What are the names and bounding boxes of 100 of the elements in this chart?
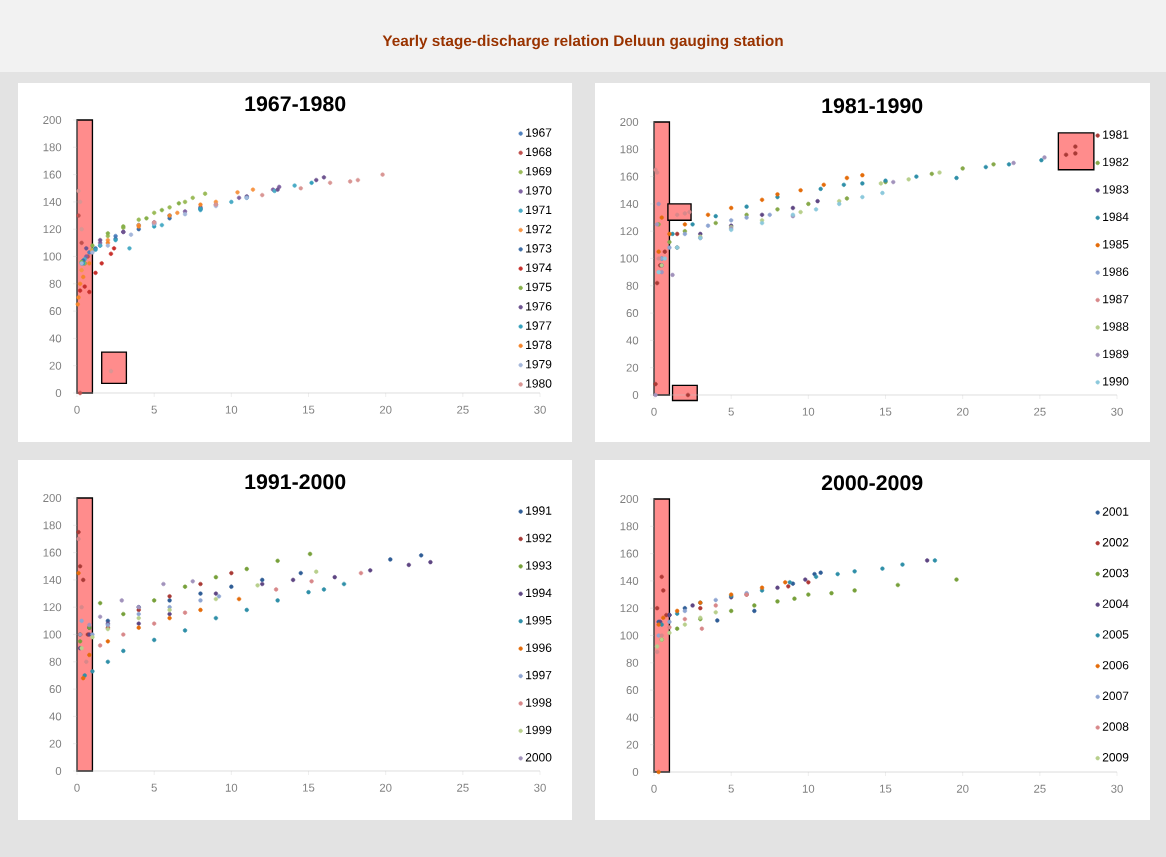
legend-label: 1979 bbox=[526, 359, 552, 369]
legend-label: 2007 bbox=[1102, 691, 1129, 701]
legend-label: 2002 bbox=[1102, 538, 1129, 547]
y-tick-label: 160 bbox=[620, 549, 639, 558]
x-tick-label: 10 bbox=[225, 783, 238, 792]
legend-label: 1981 bbox=[1103, 130, 1129, 139]
y-tick-label: 160 bbox=[43, 170, 62, 179]
x-tick-label: 25 bbox=[1034, 784, 1046, 793]
y-tick-label: 60 bbox=[626, 686, 639, 695]
y-tick-label: 140 bbox=[43, 575, 62, 584]
y-tick-label: 100 bbox=[620, 631, 639, 640]
legend-label: 1974 bbox=[526, 263, 552, 272]
legend-label: 2006 bbox=[1102, 660, 1129, 670]
y-tick-label: 120 bbox=[43, 603, 62, 612]
x-tick-label: 0 bbox=[651, 784, 657, 793]
legend-label: 1982 bbox=[1103, 157, 1129, 167]
legend-label: 1995 bbox=[526, 616, 552, 625]
y-tick-label: 160 bbox=[620, 172, 639, 181]
legend-label: 2000 bbox=[525, 753, 552, 762]
legend-label: 2009 bbox=[1102, 753, 1129, 762]
y-tick-label: 60 bbox=[49, 307, 62, 316]
x-tick-label: 0 bbox=[74, 783, 80, 792]
x-tick-label: 5 bbox=[728, 407, 734, 416]
x-tick-label: 20 bbox=[956, 784, 969, 793]
legend-label: 1998 bbox=[526, 698, 552, 707]
y-tick-label: 180 bbox=[43, 521, 62, 530]
legend-label: 1997 bbox=[526, 670, 552, 680]
y-tick-label: 140 bbox=[43, 197, 62, 206]
y-tick-label: 0 bbox=[55, 767, 62, 776]
y-tick-label: 80 bbox=[626, 281, 639, 290]
x-tick-label: 20 bbox=[379, 783, 392, 792]
legend-label: 1969 bbox=[526, 166, 552, 176]
x-tick-label: 30 bbox=[534, 783, 546, 792]
x-tick-label: 15 bbox=[303, 405, 315, 414]
y-tick-label: 100 bbox=[43, 630, 62, 639]
legend-label: 1992 bbox=[526, 533, 552, 543]
y-tick-label: 140 bbox=[620, 576, 639, 585]
y-tick-label: 180 bbox=[43, 143, 62, 152]
x-tick-label: 15 bbox=[303, 783, 315, 792]
legend-label: 1989 bbox=[1103, 349, 1129, 359]
y-tick-label: 100 bbox=[620, 254, 639, 263]
legend-label: 1984 bbox=[1103, 212, 1129, 222]
legend-label: 1972 bbox=[526, 224, 552, 234]
y-tick-label: 20 bbox=[626, 363, 639, 372]
y-tick-label: 20 bbox=[49, 361, 62, 370]
legend-label: 1990 bbox=[1103, 377, 1129, 386]
legend-label: 1993 bbox=[526, 561, 552, 570]
y-tick-label: 0 bbox=[632, 390, 639, 399]
x-tick-label: 25 bbox=[457, 783, 469, 792]
legend-label: 1967 bbox=[526, 128, 552, 137]
y-tick-label: 140 bbox=[620, 199, 639, 208]
x-tick-label: 25 bbox=[457, 405, 469, 414]
legend-label: 1968 bbox=[526, 147, 552, 157]
y-tick-label: 160 bbox=[43, 548, 62, 557]
x-tick-label: 10 bbox=[802, 407, 815, 416]
legend-label: 1977 bbox=[526, 321, 552, 330]
legend-label: 1975 bbox=[526, 282, 552, 292]
x-tick-label: 0 bbox=[651, 407, 657, 416]
x-tick-label: 0 bbox=[74, 405, 80, 414]
x-tick-label: 30 bbox=[534, 405, 546, 414]
legend-label: 1980 bbox=[526, 379, 552, 388]
x-tick-label: 20 bbox=[956, 407, 969, 416]
y-tick-label: 40 bbox=[49, 334, 62, 343]
legend-label: 2003 bbox=[1102, 568, 1129, 578]
y-tick-label: 20 bbox=[626, 740, 639, 749]
y-tick-label: 180 bbox=[620, 145, 639, 154]
x-tick-label: 25 bbox=[1034, 407, 1046, 416]
legend-label: 1973 bbox=[526, 244, 552, 253]
y-tick-label: 0 bbox=[55, 388, 62, 397]
y-tick-label: 100 bbox=[43, 252, 62, 261]
y-tick-label: 200 bbox=[620, 495, 639, 504]
x-tick-label: 15 bbox=[880, 407, 892, 416]
y-tick-label: 60 bbox=[626, 309, 639, 318]
legend-label: 1978 bbox=[526, 340, 552, 350]
chart-title: 1981-1990 bbox=[822, 98, 923, 114]
y-tick-label: 180 bbox=[620, 522, 639, 531]
chart-title: 2000-2009 bbox=[821, 475, 923, 491]
y-tick-label: 20 bbox=[49, 739, 62, 748]
legend-label: 1996 bbox=[526, 643, 552, 652]
legend-label: 1988 bbox=[1103, 322, 1129, 331]
legend-label: 2001 bbox=[1102, 507, 1129, 516]
legend-label: 1970 bbox=[526, 186, 552, 195]
y-tick-label: 40 bbox=[49, 712, 62, 721]
y-tick-label: 0 bbox=[632, 768, 639, 777]
y-tick-label: 80 bbox=[49, 657, 62, 666]
x-tick-label: 5 bbox=[728, 784, 734, 793]
legend-label: 1987 bbox=[1103, 294, 1129, 304]
chart-title: 1991-2000 bbox=[245, 474, 346, 490]
y-tick-label: 200 bbox=[43, 115, 62, 124]
legend-label: 1971 bbox=[526, 205, 552, 215]
x-tick-label: 15 bbox=[880, 784, 892, 793]
legend-label: 1994 bbox=[526, 588, 552, 598]
x-tick-label: 20 bbox=[379, 405, 392, 414]
y-tick-label: 200 bbox=[43, 494, 62, 503]
legend-label: 2005 bbox=[1102, 630, 1129, 639]
x-tick-label: 5 bbox=[151, 783, 157, 792]
legend-label: 1983 bbox=[1103, 185, 1129, 194]
legend-label: 1976 bbox=[526, 302, 552, 311]
y-tick-label: 80 bbox=[626, 658, 639, 667]
y-tick-label: 200 bbox=[620, 117, 639, 126]
